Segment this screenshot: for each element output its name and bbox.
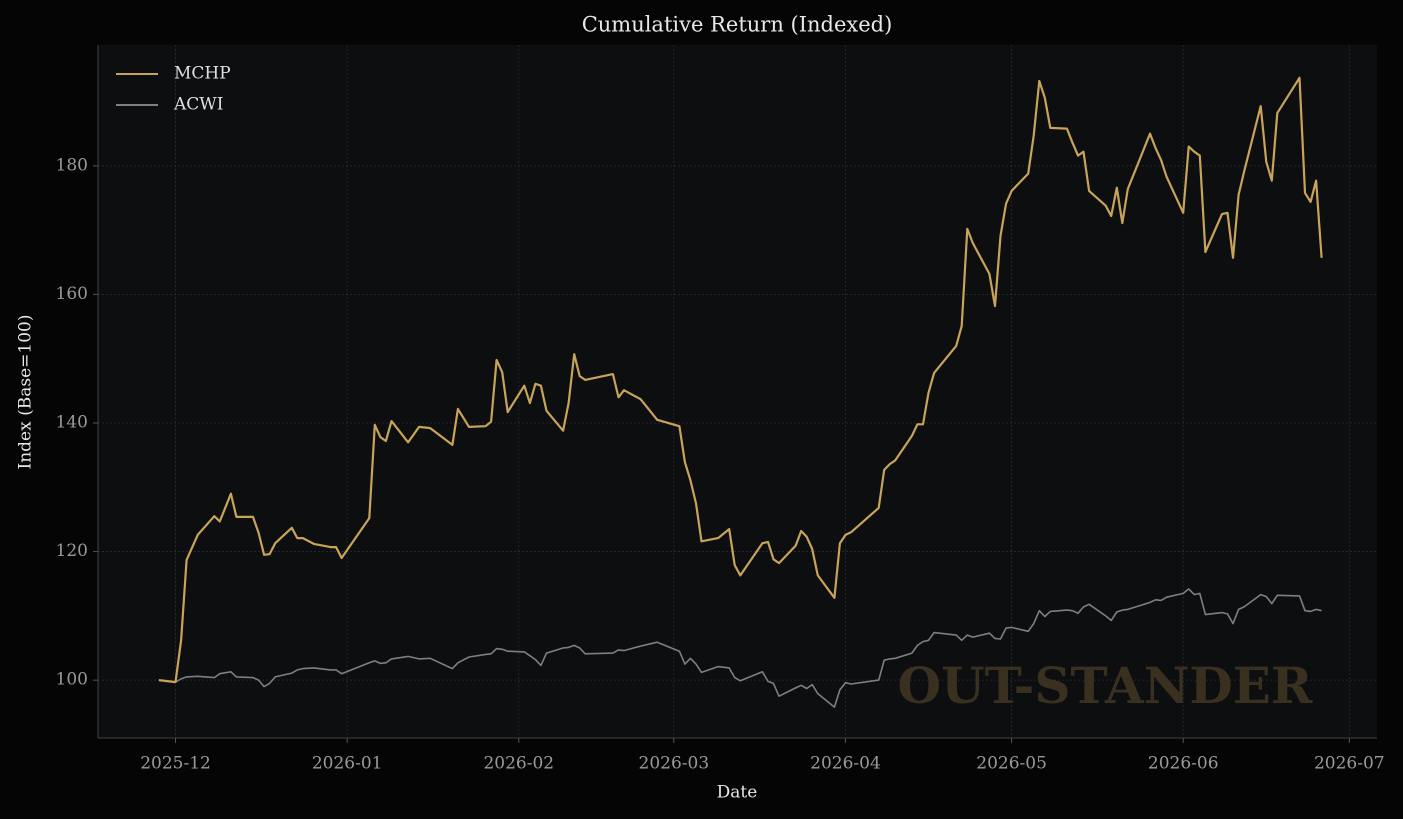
x-tick-label: 2026-04: [810, 754, 881, 774]
y-tick-label: 120: [56, 541, 88, 561]
x-tick-label: 2026-01: [312, 754, 383, 774]
legend-label: MCHP: [174, 64, 231, 84]
y-tick-label: 160: [56, 284, 88, 304]
x-tick-label: 2026-03: [639, 754, 710, 774]
x-tick-label: 2026-07: [1314, 754, 1385, 774]
x-tick-label: 2026-06: [1148, 754, 1219, 774]
x-tick-label: 2026-05: [976, 754, 1047, 774]
x-tick-label: 2026-02: [483, 754, 554, 774]
legend-label: ACWI: [173, 95, 223, 115]
y-tick-label: 100: [56, 670, 88, 690]
watermark: OUT-STANDER: [898, 656, 1313, 715]
y-tick-label: 140: [56, 413, 88, 433]
x-tick-label: 2025-12: [140, 754, 211, 774]
y-tick-label: 180: [56, 155, 88, 175]
data-line: [158, 76, 1323, 684]
data-line: [158, 588, 1322, 708]
plot-area: [98, 45, 1377, 738]
chart-title: Cumulative Return (Indexed): [582, 13, 893, 37]
y-axis-label: Index (Base=100): [16, 315, 36, 470]
x-axis-label: Date: [717, 783, 758, 803]
